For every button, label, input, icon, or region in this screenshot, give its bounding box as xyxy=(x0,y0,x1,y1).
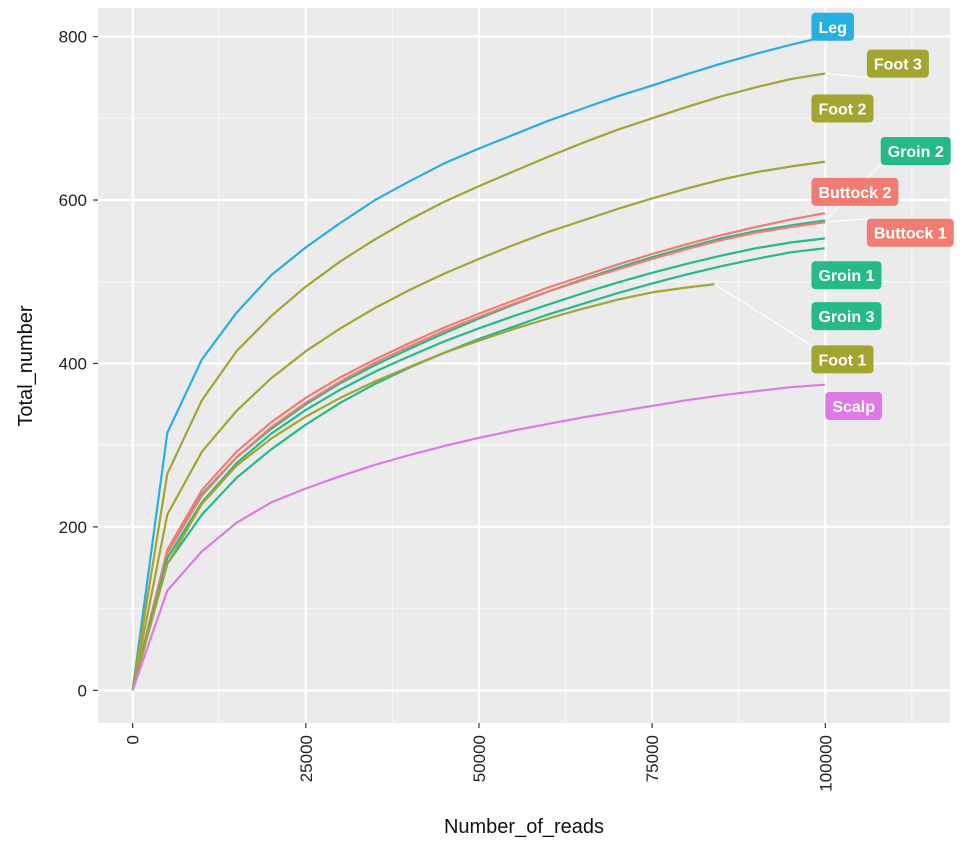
label-leader-lines xyxy=(714,72,882,392)
series-label-text: Foot 3 xyxy=(874,57,922,74)
series-label: Groin 3 xyxy=(811,302,882,331)
series-label-box xyxy=(811,177,899,206)
minor-gridlines xyxy=(98,8,950,723)
x-tick-label: 100000 xyxy=(816,735,835,792)
series-label-box xyxy=(811,302,882,331)
series-label-box xyxy=(811,12,854,41)
series-label: Groin 2 xyxy=(880,137,951,165)
y-tick-label: 200 xyxy=(59,518,87,537)
y-tick-label: 800 xyxy=(59,28,87,47)
leader-line xyxy=(714,283,812,346)
series-label-text: Leg xyxy=(818,20,846,37)
series-label-text: Groin 2 xyxy=(888,144,944,161)
series-label: Groin 1 xyxy=(811,261,882,290)
series-line xyxy=(131,160,826,691)
x-axis-ticks: 0 25000 50000 75000 100000 xyxy=(124,723,835,792)
series-label-box xyxy=(880,137,951,165)
series-label-box xyxy=(866,49,929,78)
y-tick-label: 400 xyxy=(59,354,87,373)
series-label-text: Foot 2 xyxy=(818,102,866,119)
series-line xyxy=(131,247,826,691)
series-lines xyxy=(131,35,826,691)
series-label-text: Buttock 2 xyxy=(818,185,891,202)
x-tick-label: 50000 xyxy=(470,735,489,782)
leader-line xyxy=(825,218,867,223)
series-line xyxy=(131,35,826,691)
series-label: Buttock 2 xyxy=(811,177,899,206)
y-axis-ticks: 0 200 400 600 800 xyxy=(59,28,98,700)
plot-panel xyxy=(98,8,950,723)
series-label-text: Foot 1 xyxy=(818,352,866,369)
series-label-box xyxy=(866,218,954,247)
series-label: Foot 2 xyxy=(811,94,874,123)
series-label-text: Buttock 1 xyxy=(874,226,947,243)
series-line xyxy=(131,72,826,691)
series-line xyxy=(131,221,826,691)
series-label: Leg xyxy=(811,12,854,41)
y-tick-label: 0 xyxy=(78,681,87,700)
series-label: Foot 3 xyxy=(866,49,929,78)
y-tick-label: 600 xyxy=(59,191,87,210)
series-label-box xyxy=(825,391,883,420)
series-line xyxy=(131,212,826,691)
series-label-box xyxy=(811,261,882,290)
series-label: Scalp xyxy=(825,391,883,420)
series-label: Buttock 1 xyxy=(866,218,954,247)
series-label-box xyxy=(811,94,874,123)
series-line xyxy=(131,237,826,691)
x-axis-title: Number_of_reads xyxy=(444,816,604,838)
series-label-text: Scalp xyxy=(832,399,875,416)
series-label: Foot 1 xyxy=(811,345,874,374)
series-labels: Leg Foot 3 Foot 2 Groin 2 Buttock 2 Buttock 1… xyxy=(811,12,954,420)
series-label-box xyxy=(811,345,874,374)
x-tick-label: 0 xyxy=(124,735,143,744)
series-line xyxy=(131,283,715,691)
leader-line xyxy=(825,72,867,79)
x-tick-label: 75000 xyxy=(643,735,662,782)
x-tick-label: 25000 xyxy=(297,735,316,782)
series-label-text: Groin 3 xyxy=(818,309,874,326)
series-label-text: Groin 1 xyxy=(818,268,874,285)
y-axis-title: Total_number xyxy=(15,305,37,427)
series-line xyxy=(131,383,826,691)
